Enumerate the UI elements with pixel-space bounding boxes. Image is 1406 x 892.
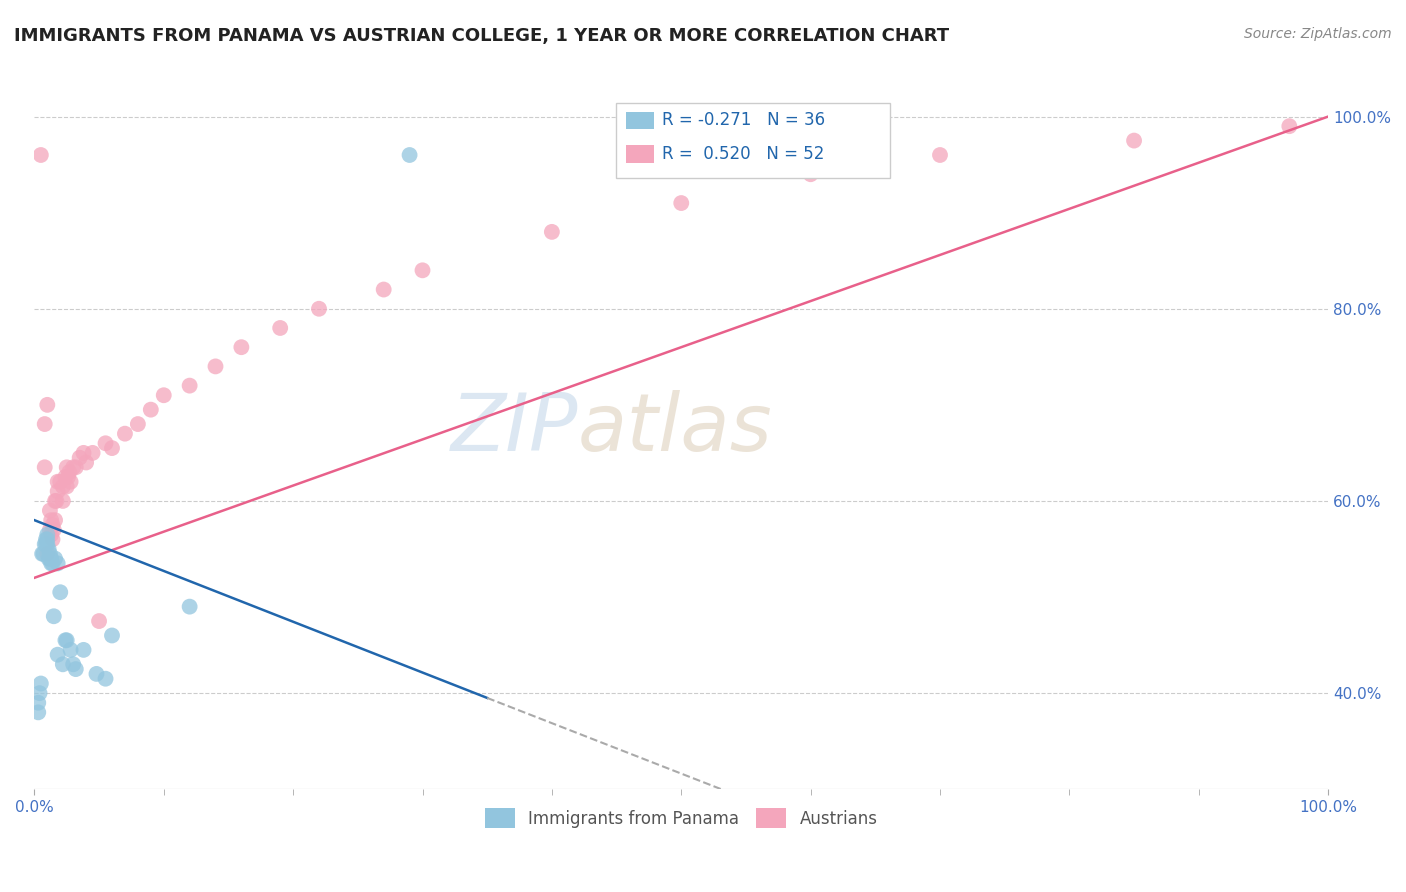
Point	[46, 484, 69, 499]
Point	[41, 518, 63, 533]
Point	[39, 527, 62, 541]
Point	[69, 450, 91, 465]
Point	[52, 494, 75, 508]
Point	[1123, 134, 1146, 148]
Text: Source: ZipAtlas.com: Source: ZipAtlas.com	[1244, 27, 1392, 41]
Point	[114, 426, 136, 441]
Text: IMMIGRANTS FROM PANAMA VS AUSTRIAN COLLEGE, 1 YEAR OR MORE CORRELATION CHART: IMMIGRANTS FROM PANAMA VS AUSTRIAN COLLE…	[14, 27, 949, 45]
Point	[45, 494, 67, 508]
Point	[46, 557, 69, 571]
Point	[42, 523, 65, 537]
Point	[204, 359, 226, 374]
Point	[34, 417, 56, 431]
Point	[72, 446, 94, 460]
Point	[52, 657, 75, 672]
Point	[55, 633, 77, 648]
Point	[34, 537, 56, 551]
Point	[37, 547, 59, 561]
Point	[412, 263, 434, 277]
Point	[127, 417, 149, 431]
Point	[62, 460, 84, 475]
Point	[31, 547, 53, 561]
Point	[49, 585, 72, 599]
Point	[671, 196, 693, 211]
Point	[30, 676, 52, 690]
Point	[38, 523, 60, 537]
Point	[38, 551, 60, 566]
Point	[38, 503, 60, 517]
Point	[38, 541, 60, 556]
Point	[37, 537, 59, 551]
Point	[308, 301, 330, 316]
Point	[59, 643, 82, 657]
Point	[62, 657, 84, 672]
Point	[75, 456, 97, 470]
Point	[86, 667, 108, 681]
Point	[1278, 119, 1301, 133]
Point	[39, 551, 62, 566]
Point	[55, 633, 77, 648]
Point	[41, 557, 63, 571]
Point	[37, 533, 59, 547]
Point	[101, 441, 124, 455]
Legend: Immigrants from Panama, Austrians: Immigrants from Panama, Austrians	[478, 801, 884, 835]
Point	[27, 696, 49, 710]
Point	[44, 494, 66, 508]
Point	[94, 436, 117, 450]
Point	[44, 551, 66, 566]
Point	[46, 648, 69, 662]
Point	[65, 460, 87, 475]
Point	[44, 513, 66, 527]
Point	[55, 460, 77, 475]
Point	[82, 446, 104, 460]
Point	[373, 283, 395, 297]
Point	[179, 599, 201, 614]
Point	[35, 537, 58, 551]
Point	[541, 225, 564, 239]
Point	[59, 475, 82, 489]
Point	[55, 470, 77, 484]
Point	[94, 672, 117, 686]
Point	[38, 551, 60, 566]
Point	[46, 475, 69, 489]
Point	[52, 479, 75, 493]
Point	[929, 148, 952, 162]
Point	[72, 643, 94, 657]
Point	[231, 340, 253, 354]
Point	[30, 148, 52, 162]
Point	[179, 378, 201, 392]
Point	[55, 479, 77, 493]
Point	[56, 470, 79, 484]
Point	[87, 614, 110, 628]
Point	[152, 388, 174, 402]
Point	[39, 513, 62, 527]
Point	[398, 148, 420, 162]
Point	[35, 533, 58, 547]
Text: ZIP: ZIP	[450, 390, 578, 468]
Point	[42, 609, 65, 624]
Point	[139, 402, 162, 417]
Point	[800, 167, 823, 181]
Point	[101, 628, 124, 642]
Point	[37, 527, 59, 541]
Point	[65, 662, 87, 676]
Point	[41, 533, 63, 547]
Point	[37, 398, 59, 412]
Text: R =  0.520   N = 52: R = 0.520 N = 52	[662, 145, 824, 163]
Point	[28, 686, 51, 700]
Point	[38, 547, 60, 561]
Point	[32, 547, 55, 561]
Point	[58, 465, 80, 479]
Point	[34, 460, 56, 475]
Point	[27, 706, 49, 720]
Text: R = -0.271   N = 36: R = -0.271 N = 36	[662, 112, 825, 129]
Point	[39, 557, 62, 571]
Point	[49, 475, 72, 489]
Point	[269, 321, 291, 335]
Text: atlas: atlas	[578, 390, 772, 468]
